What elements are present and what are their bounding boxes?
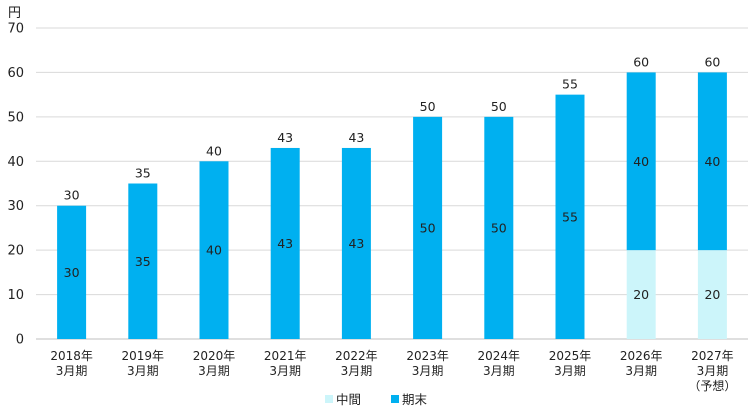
x-category-label: 3月期	[341, 364, 373, 378]
bar-segment-label: 40	[206, 243, 222, 258]
x-category-label: 2020年	[193, 349, 236, 363]
bar-total-label: 40	[206, 143, 222, 158]
x-category-label: 3月期	[554, 364, 586, 378]
bar-segment-label: 30	[64, 265, 80, 280]
bar-segment	[57, 205, 87, 339]
y-tick-label: 70	[7, 22, 24, 37]
x-category-label: 3月期	[269, 364, 301, 378]
y-tick-label: 0	[16, 333, 24, 348]
bar-segment	[341, 147, 371, 339]
y-tick-label: 40	[7, 155, 24, 170]
y-tick-label: 50	[7, 110, 24, 125]
x-category-label: 2022年	[335, 349, 378, 363]
y-tick-label: 60	[7, 66, 24, 81]
y-tick-label: 20	[7, 244, 24, 259]
bar-segment-label: 43	[348, 236, 364, 251]
x-category-label: 3月期	[127, 364, 159, 378]
bar-segment	[484, 116, 514, 339]
x-category-label: 2026年	[620, 349, 663, 363]
legend: 中間 期末	[325, 392, 428, 407]
bar-total-label: 60	[633, 54, 649, 69]
x-category-label: 2021年	[264, 349, 307, 363]
bar-segment	[413, 116, 443, 339]
x-category-label: 3月期	[412, 364, 444, 378]
x-category-label: 2024年	[478, 349, 521, 363]
y-tick-label: 10	[7, 288, 24, 303]
bars	[57, 72, 727, 340]
bar-segment-label: 50	[420, 220, 436, 235]
x-category-label: 2023年	[406, 349, 449, 363]
bar-total-label: 50	[491, 99, 507, 114]
bar-segment	[199, 161, 229, 339]
bar-total-label: 50	[420, 99, 436, 114]
bar-segment-label: 43	[277, 236, 293, 251]
bar-segment	[555, 94, 585, 340]
bar-segment	[626, 250, 656, 339]
bar-total-label: 55	[562, 77, 578, 92]
bar-segment-label: 55	[562, 209, 578, 224]
bar-total-label: 35	[135, 166, 151, 181]
x-category-label: 2025年	[549, 349, 592, 363]
x-category-label: 2027年	[691, 349, 734, 363]
bar-total-label: 43	[348, 130, 364, 145]
bar-segment-label: 20	[704, 287, 720, 302]
bar-segment-label: 35	[135, 254, 151, 269]
legend-label: 期末	[402, 392, 428, 407]
bar-segment	[128, 183, 158, 339]
bar-total-label: 30	[64, 188, 80, 203]
legend-swatch	[391, 395, 399, 403]
legend-swatch	[325, 395, 333, 403]
bar-total-label: 60	[704, 54, 720, 69]
bar-segment	[270, 147, 300, 339]
bar-segment	[697, 250, 727, 339]
x-category-label: 3月期	[56, 364, 88, 378]
bar-segment-label: 40	[704, 154, 720, 169]
x-category-label: 3月期	[697, 364, 729, 378]
x-category-label: 2019年	[122, 349, 165, 363]
bar-segment-label: 20	[633, 287, 649, 302]
x-category-label: 2018年	[50, 349, 93, 363]
x-category-label: （予想）	[688, 378, 736, 393]
x-axis-categories: 2018年3月期2019年3月期2020年3月期2021年3月期2022年3月期…	[50, 349, 736, 393]
y-axis-ticks: 0 10 20 30 40 50 60 70	[7, 22, 24, 348]
bar-segment-label: 40	[633, 154, 649, 169]
x-category-label: 3月期	[625, 364, 657, 378]
x-category-label: 3月期	[483, 364, 515, 378]
legend-label: 中間	[336, 392, 361, 407]
data-labels: 30 30 35 35 40 40 43 43 43 43 50 50 50 50 55 55 20 40 60 20…	[64, 54, 721, 302]
bar-segment	[697, 72, 727, 251]
bar-segment	[626, 72, 656, 251]
y-axis-unit-label: 円	[8, 6, 21, 21]
x-category-label: 3月期	[198, 364, 230, 378]
y-tick-label: 30	[7, 199, 24, 214]
bar-total-label: 43	[277, 130, 293, 145]
bar-segment-label: 50	[491, 220, 507, 235]
